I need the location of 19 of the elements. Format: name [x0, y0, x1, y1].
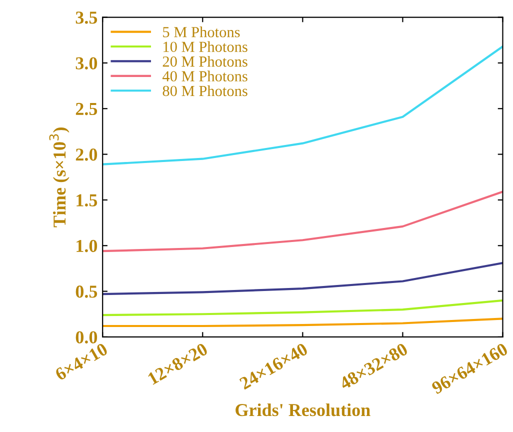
y-tick-label: 1.0 — [76, 240, 98, 252]
legend-label: 5 M Photons — [163, 26, 240, 38]
legend-label: 40 M Photons — [162, 70, 248, 82]
y-tick-label: 2.5 — [76, 102, 98, 116]
y-tick-label: 3.5 — [76, 12, 98, 24]
legend-label: 20 M Photons — [162, 56, 248, 67]
line-series — [102, 318, 503, 328]
y-tick-label: 1.5 — [76, 194, 98, 206]
legend-label: 10 M Photons — [164, 41, 248, 52]
y-axis-title: Time (s×10$^{3}$) — [49, 128, 70, 228]
x-axis-title: Grids' Resolution — [236, 403, 370, 416]
line-series — [102, 299, 503, 316]
y-tick-label: 2.0 — [76, 148, 98, 161]
y-tick-label: 0.0 — [76, 331, 98, 344]
legend-label: 80 M Photons — [162, 85, 248, 96]
y-tick-label: 0.5 — [76, 286, 98, 298]
line-series — [102, 262, 503, 296]
line-series — [102, 190, 503, 252]
y-tick-label: 3.0 — [76, 57, 98, 70]
